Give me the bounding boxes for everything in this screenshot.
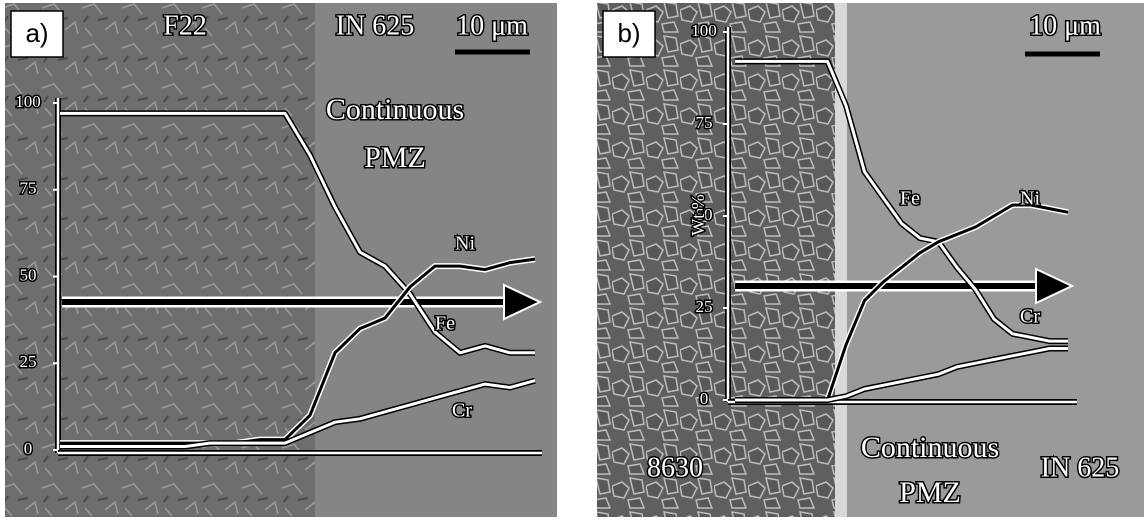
annotation: 10 μm (456, 10, 528, 41)
series-label: Cr (1020, 306, 1040, 328)
y-tick-label: 50 (20, 265, 37, 284)
y-tick-label: 25 (696, 297, 713, 316)
y-tick-label: 25 (20, 352, 37, 371)
figure: a) 0 25 50 75 100 F22 IN 625 10 μm Continuous PMZ F… (0, 0, 1144, 522)
series-label: Fe (435, 313, 455, 335)
annotation: Continuous (326, 93, 464, 126)
y-tick-label: 0 (24, 439, 33, 458)
annotation: IN 625 (1041, 452, 1120, 483)
series-label: Cr (452, 400, 472, 422)
series-label: Ni (455, 233, 475, 255)
panel-label: b) (617, 18, 640, 48)
y-tick-label: 100 (691, 21, 717, 40)
y-tick-label: 0 (700, 389, 709, 408)
series-label: Ni (1020, 188, 1040, 210)
annotation: Continuous (861, 431, 999, 464)
y-tick-label: 75 (20, 179, 37, 198)
annotation: IN 625 (336, 10, 415, 41)
annotation: 8630 (647, 452, 703, 483)
annotation: PMZ (364, 141, 426, 174)
panel-label: a) (25, 18, 48, 48)
annotation: PMZ (899, 476, 961, 509)
y-tick-label: 75 (696, 113, 713, 132)
series-label: Fe (900, 188, 920, 210)
y-axis-label: Wt % (688, 194, 708, 235)
annotation: F22 (163, 10, 207, 41)
annotation: 10 μm (1029, 10, 1101, 41)
y-tick-label: 100 (15, 92, 41, 111)
